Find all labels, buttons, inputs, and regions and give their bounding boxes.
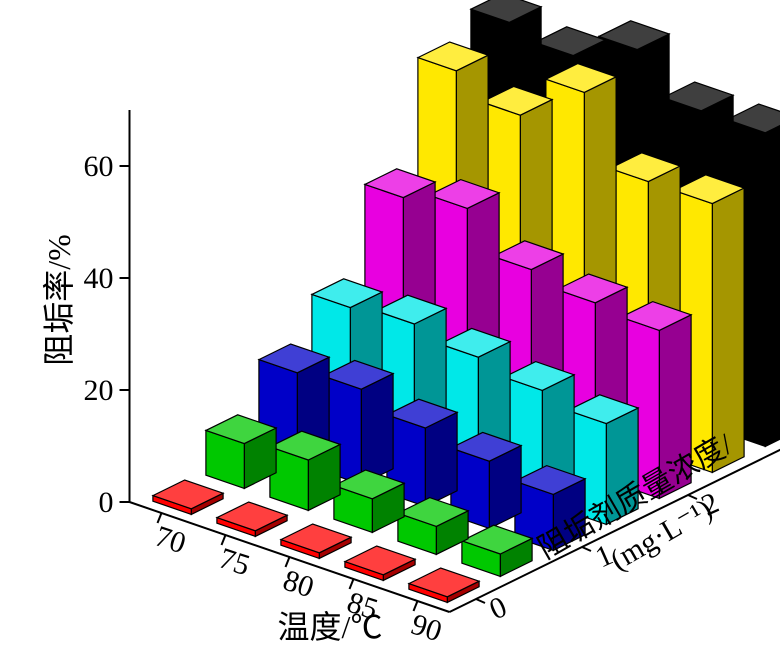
svg-text:80: 80 — [279, 564, 318, 605]
svg-text:0: 0 — [99, 486, 114, 519]
svg-text:20: 20 — [84, 374, 114, 407]
svg-text:90: 90 — [407, 608, 446, 649]
svg-text:0: 0 — [485, 590, 512, 626]
svg-text:75: 75 — [215, 542, 254, 583]
svg-text:60: 60 — [84, 150, 114, 183]
bar3d-chart: 020406070758085900123阻垢率/%温度/℃阻垢剂质量浓度/(m… — [0, 0, 780, 655]
svg-text:阻垢率/%: 阻垢率/% — [41, 234, 77, 366]
svg-text:70: 70 — [151, 520, 190, 561]
svg-text:温度/℃: 温度/℃ — [278, 609, 383, 645]
svg-text:40: 40 — [84, 262, 114, 295]
